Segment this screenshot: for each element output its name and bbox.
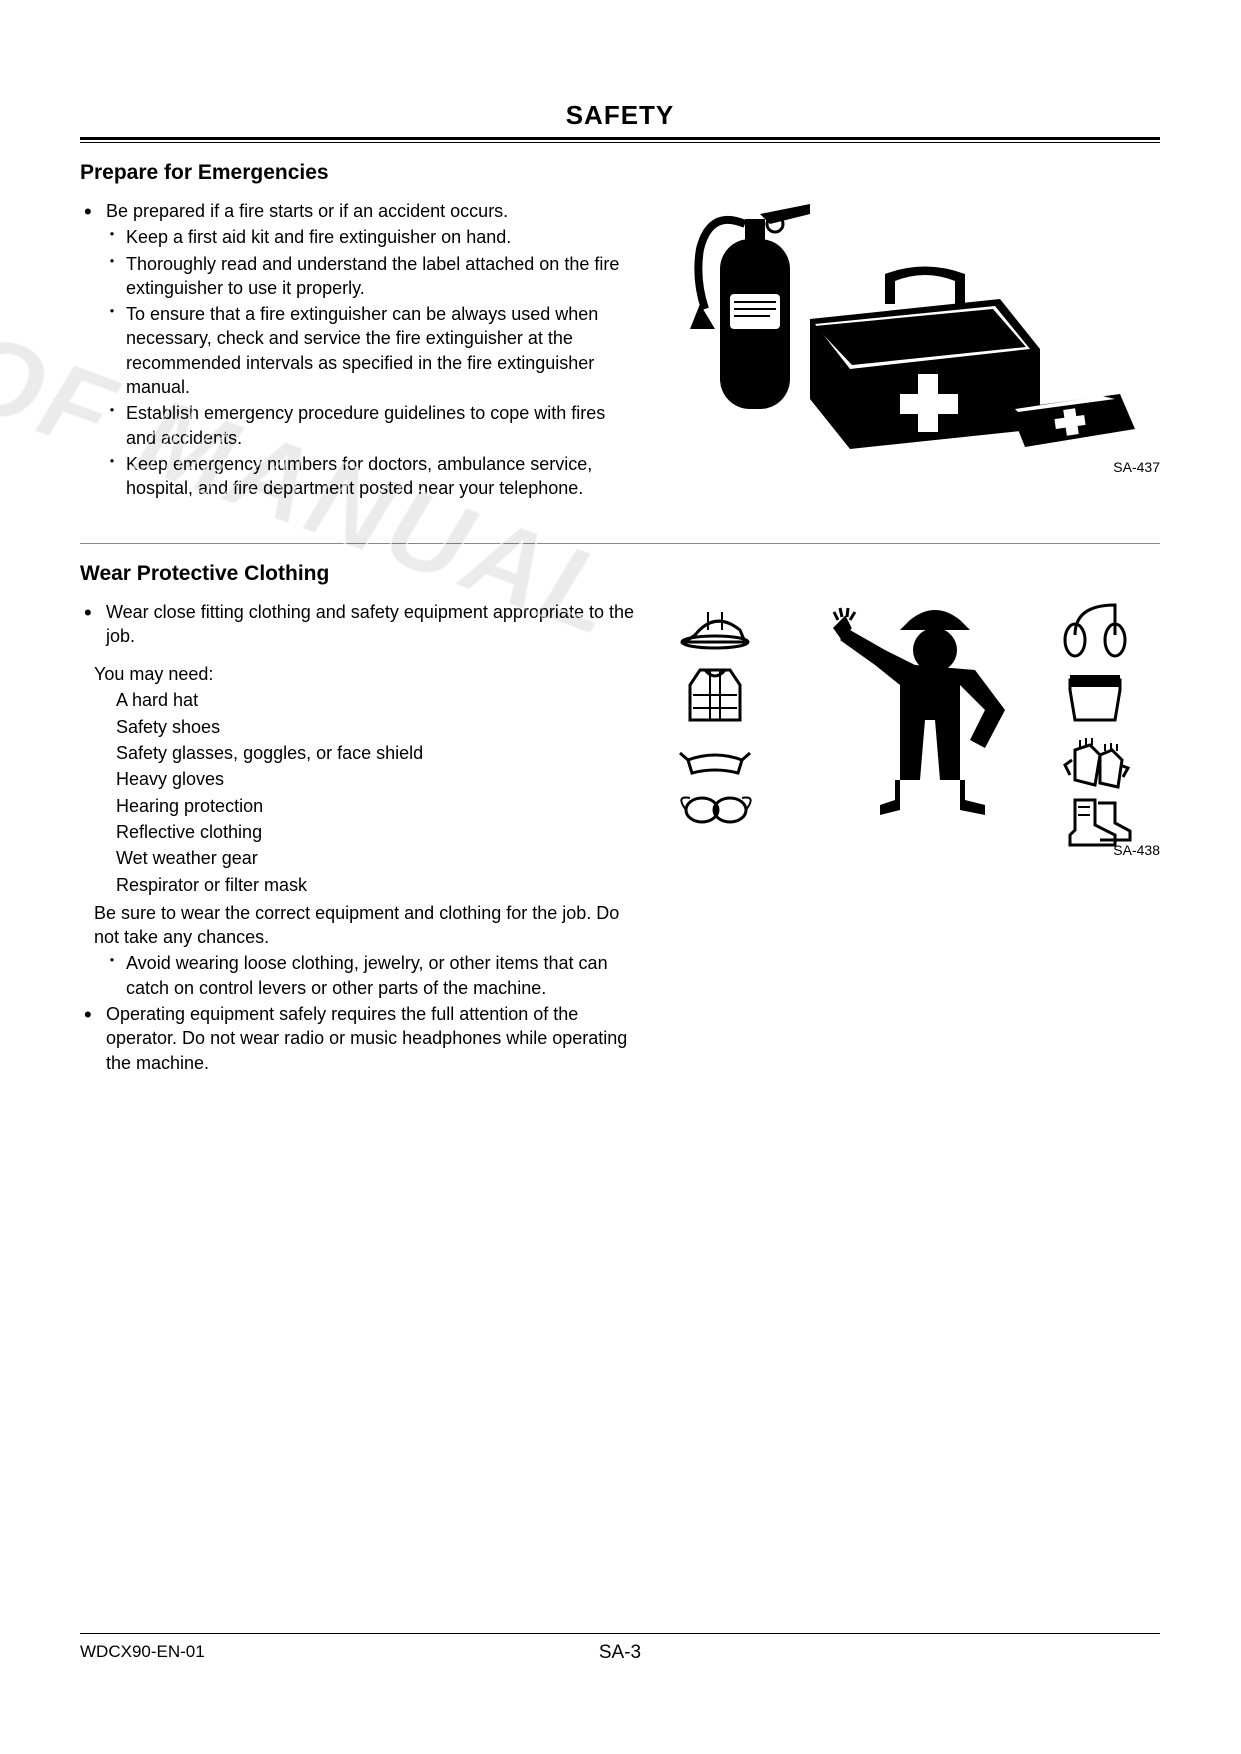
gloves-icon [1065,738,1128,787]
section2-closing: Be sure to wear the correct equipment an… [80,901,640,950]
page-title: SAFETY [80,100,1160,131]
title-rule [80,137,1160,143]
section2-need-intro: You may need: [80,662,640,686]
section2-title: Wear Protective Clothing [80,562,1160,586]
section1-sub-item: Thoroughly read and understand the label… [106,252,640,301]
ppe-illustration [660,600,1140,860]
section1-figure: SA-437 [660,199,1160,503]
section1-title: Prepare for Emergencies [80,161,1160,185]
vest-icon [690,670,740,720]
section1-fig-caption: SA-437 [1113,459,1160,475]
section1-sub-item: Keep emergency numbers for doctors, ambu… [106,452,640,501]
section2-sub-avoid: Avoid wearing loose clothing, jewelry, o… [106,951,640,1000]
section2-needs-list: A hard hat Safety shoes Safety glasses, … [80,688,640,896]
page-footer: WDCX90-EN-01 SA-3 [80,1633,1160,1664]
section1-sub-item: To ensure that a fire extinguisher can b… [106,302,640,399]
hardhat-icon [682,612,748,648]
section1-text: Be prepared if a fire starts or if an ac… [80,199,640,503]
section2-figure: SA-438 [660,600,1160,1077]
need-item: Safety glasses, goggles, or face shield [116,741,640,765]
glasses-icon [680,753,750,773]
emergency-kit-illustration [660,199,1140,479]
section2-bullet1-text: Wear close fitting clothing and safety e… [106,602,634,646]
faceshield-icon [1070,675,1120,720]
section2-text: Wear close fitting clothing and safety e… [80,600,640,1077]
section1-sub-item: Keep a first aid kit and fire extinguish… [106,225,640,249]
need-item: Respirator or filter mask [116,873,640,897]
section1-columns: Be prepared if a fire starts or if an ac… [80,199,1160,503]
section1-sub-item: Establish emergency procedure guidelines… [106,401,640,450]
section2-bullet1: Wear close fitting clothing and safety e… [80,600,640,649]
need-item: Heavy gloves [116,767,640,791]
section2-fig-caption: SA-438 [1113,842,1160,858]
earmuffs-icon [1065,605,1125,656]
section1-bullet: Be prepared if a fire starts or if an ac… [80,199,640,501]
page-content: SAFETY Prepare for Emergencies Be prepar… [80,100,1160,1077]
need-item: A hard hat [116,688,640,712]
section2-bullet2: Operating equipment safely requires the … [80,1002,640,1075]
footer-spacer [800,1642,1160,1664]
goggles-icon [681,797,750,822]
boots-icon [1070,800,1130,845]
worker-icon [834,608,1005,815]
footer-page-number: SA-3 [440,1642,800,1664]
footer-doc-id: WDCX90-EN-01 [80,1642,440,1664]
need-item: Reflective clothing [116,820,640,844]
section2-columns: Wear close fitting clothing and safety e… [80,600,1160,1077]
need-item: Wet weather gear [116,846,640,870]
section-divider [80,543,1160,544]
need-item: Safety shoes [116,715,640,739]
need-item: Hearing protection [116,794,640,818]
section1-bullet-text: Be prepared if a fire starts or if an ac… [106,201,508,221]
